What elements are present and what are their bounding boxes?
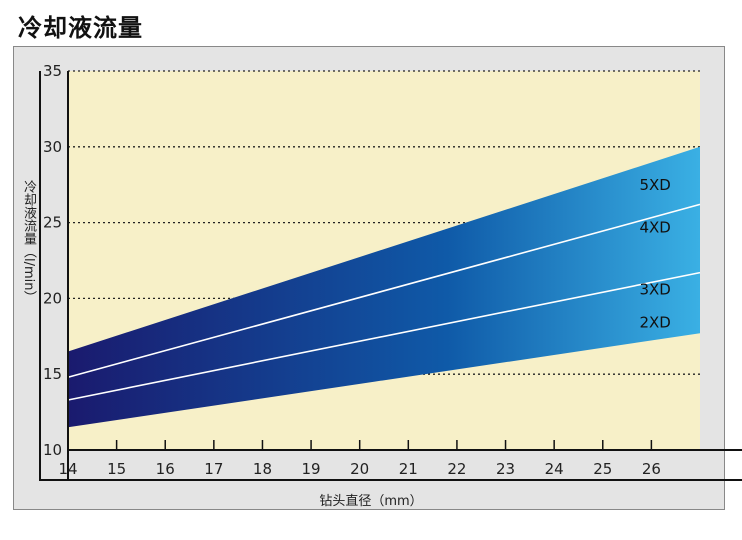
x-tick-label: 23 xyxy=(496,460,515,478)
x-axis-label: 钻头直径（mm） xyxy=(319,494,423,509)
x-tick-label: 15 xyxy=(107,460,126,478)
series-label-4xd: 4XD xyxy=(639,218,670,236)
y-tick-label: 25 xyxy=(43,214,62,232)
series-label-5xd: 5XD xyxy=(639,176,670,194)
y-axis-label: 冷却液流量（l/min） xyxy=(21,180,36,304)
y-tick-label: 35 xyxy=(43,62,62,80)
flow-band xyxy=(68,146,700,428)
y-tick-label: 10 xyxy=(43,441,62,459)
x-tick-label: 26 xyxy=(642,460,661,478)
y-tick-label: 20 xyxy=(43,289,62,307)
x-tick-label: 14 xyxy=(58,460,77,478)
series-line-3xd xyxy=(67,271,701,401)
y-tick-label: 30 xyxy=(43,138,62,156)
x-tick-label: 25 xyxy=(593,460,612,478)
x-tick-label: 18 xyxy=(253,460,272,478)
x-tick-label: 20 xyxy=(350,460,369,478)
x-tick-label: 16 xyxy=(156,460,175,478)
page-title: 冷却液流量 xyxy=(18,14,143,42)
outer-axis xyxy=(39,71,742,481)
x-tick-label: 22 xyxy=(447,460,466,478)
x-tick-label: 17 xyxy=(204,460,223,478)
series-line-4xd xyxy=(67,203,701,379)
y-tick-label: 15 xyxy=(43,365,62,383)
x-tick-label: 24 xyxy=(545,460,564,478)
x-tick-label: 19 xyxy=(302,460,321,478)
series-label-2xd: 2XD xyxy=(639,314,670,332)
series-label-3xd: 3XD xyxy=(639,281,670,299)
x-tick-label: 21 xyxy=(399,460,418,478)
